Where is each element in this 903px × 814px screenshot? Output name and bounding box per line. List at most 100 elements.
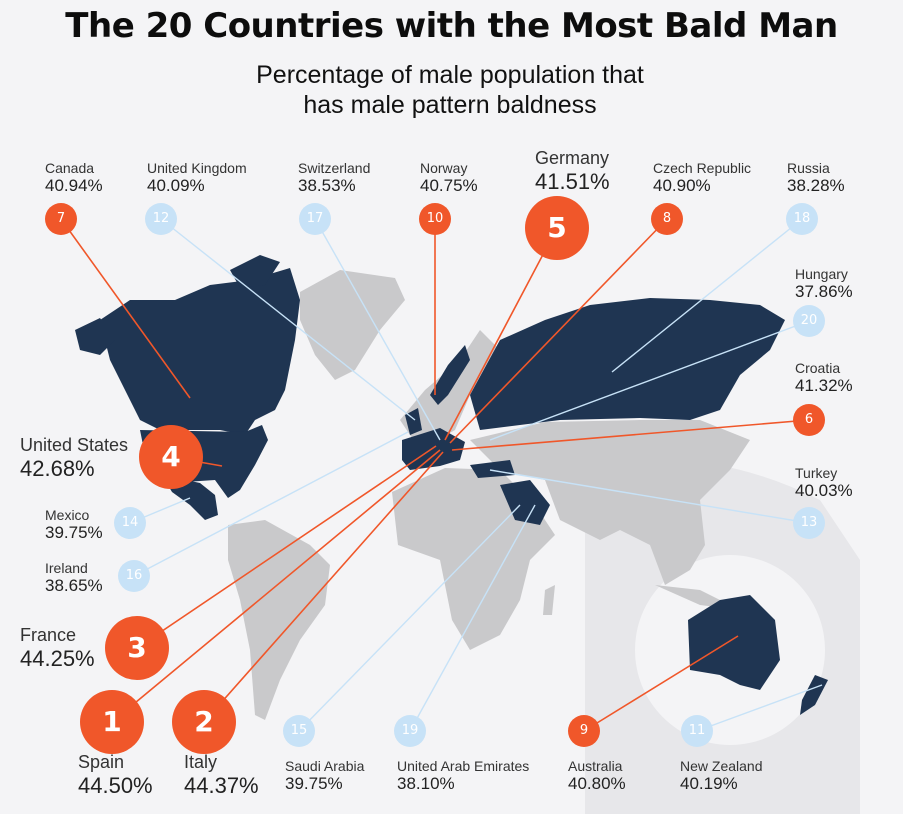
country-percentage: 42.68% bbox=[20, 455, 95, 481]
country-percentage: 40.09% bbox=[147, 176, 205, 196]
rank-badge-canada: 7 bbox=[45, 203, 77, 235]
country-percentage: 40.94% bbox=[45, 176, 103, 196]
country-percentage: 39.75% bbox=[45, 523, 103, 543]
leader-line-canada bbox=[60, 218, 191, 399]
country-label-canada: Canada 40.94% bbox=[45, 160, 103, 196]
leader-line-hungary bbox=[489, 320, 810, 441]
rank-badge-germany: 5 bbox=[525, 196, 589, 260]
country-name: Saudi Arabia bbox=[285, 758, 365, 774]
madagascar-shape bbox=[543, 585, 555, 615]
rank-badge-czech-republic: 8 bbox=[651, 203, 683, 235]
turkey-shape bbox=[470, 460, 515, 478]
rank-badge-spain: 1 bbox=[80, 690, 144, 754]
country-percentage: 41.51% bbox=[535, 168, 610, 194]
chart-subtitle: Percentage of male population that has m… bbox=[200, 60, 700, 120]
country-label-switzerland: Switzerland 38.53% bbox=[298, 160, 370, 196]
country-percentage: 38.53% bbox=[298, 176, 356, 196]
rank-badge-croatia: 6 bbox=[793, 404, 825, 436]
country-label-russia: Russia 38.28% bbox=[787, 160, 845, 196]
country-label-ireland: Ireland 38.65% bbox=[45, 560, 103, 596]
country-percentage: 44.37% bbox=[184, 772, 259, 798]
country-name: Switzerland bbox=[298, 160, 371, 176]
country-percentage: 40.19% bbox=[680, 774, 738, 794]
saudi-shape bbox=[500, 480, 550, 525]
country-percentage: 38.10% bbox=[397, 774, 455, 794]
country-percentage: 40.90% bbox=[653, 176, 711, 196]
rank-badge-saudi-arabia: 15 bbox=[283, 715, 315, 747]
rank-badge-united-kingdom: 12 bbox=[145, 203, 177, 235]
country-name: United States bbox=[20, 435, 129, 455]
norway-shape bbox=[430, 345, 470, 405]
country-name: Australia bbox=[568, 758, 623, 774]
country-percentage: 40.75% bbox=[420, 176, 478, 196]
south-america-shape bbox=[228, 520, 330, 720]
country-label-hungary: Hungary 37.86% bbox=[795, 266, 853, 302]
rank-badge-new-zealand: 11 bbox=[681, 715, 713, 747]
country-name: Hungary bbox=[795, 266, 848, 282]
subtitle-line-2: has male pattern baldness bbox=[303, 91, 597, 119]
australia-shape bbox=[688, 595, 780, 690]
rank-badge-switzerland: 17 bbox=[299, 203, 331, 235]
rank-badge-united-arab-emirates: 19 bbox=[394, 715, 426, 747]
canada-shape bbox=[100, 268, 300, 435]
leader-line-czech-republic bbox=[449, 218, 668, 444]
country-label-united-states: United States 42.68% bbox=[20, 435, 128, 481]
country-percentage: 40.03% bbox=[795, 481, 853, 501]
country-name: Croatia bbox=[795, 360, 841, 376]
country-label-croatia: Croatia 41.32% bbox=[795, 360, 853, 396]
country-percentage: 38.28% bbox=[787, 176, 845, 196]
country-label-czech-republic: Czech Republic 40.90% bbox=[653, 160, 751, 196]
country-percentage: 40.80% bbox=[568, 774, 626, 794]
rank-badge-italy: 2 bbox=[172, 690, 236, 754]
rank-badge-australia: 9 bbox=[568, 715, 600, 747]
west-europe-shape bbox=[402, 428, 465, 470]
leader-line-italy bbox=[203, 451, 444, 723]
country-label-saudi-arabia: Saudi Arabia 39.75% bbox=[285, 758, 364, 794]
leader-line-croatia bbox=[451, 419, 810, 451]
canada-islands-shape bbox=[230, 255, 280, 288]
country-name: Canada bbox=[45, 160, 95, 176]
leader-line-france bbox=[136, 445, 437, 649]
country-name: Spain bbox=[78, 752, 125, 772]
country-percentage: 38.65% bbox=[45, 576, 103, 596]
leader-line-russia bbox=[611, 218, 803, 373]
country-label-spain: Spain 44.50% bbox=[78, 752, 153, 798]
country-name: New Zealand bbox=[680, 758, 763, 774]
country-label-new-zealand: New Zealand 40.19% bbox=[680, 758, 763, 794]
leader-line-turkey bbox=[489, 469, 810, 524]
country-label-italy: Italy 44.37% bbox=[184, 752, 259, 798]
greenland-shape bbox=[300, 270, 405, 380]
country-name: France bbox=[20, 625, 77, 645]
country-name: Turkey bbox=[795, 465, 838, 481]
country-label-france: France 44.25% bbox=[20, 625, 95, 671]
asia-shape bbox=[470, 420, 750, 585]
leader-line-saudi-arabia bbox=[298, 504, 521, 732]
leader-lines bbox=[60, 218, 823, 732]
country-name: Germany bbox=[535, 148, 610, 168]
leader-line-spain bbox=[111, 449, 441, 723]
subtitle-line-1: Percentage of male population that bbox=[256, 61, 644, 89]
country-name: United Arab Emirates bbox=[397, 758, 530, 774]
country-label-united-kingdom: United Kingdom 40.09% bbox=[147, 160, 247, 196]
country-label-norway: Norway 40.75% bbox=[420, 160, 478, 196]
highlighted-land bbox=[75, 255, 828, 715]
leader-line-united-arab-emirates bbox=[409, 504, 536, 732]
country-label-australia: Australia 40.80% bbox=[568, 758, 626, 794]
country-name: Norway bbox=[420, 160, 468, 176]
leader-line-australia bbox=[583, 635, 739, 732]
country-name: Mexico bbox=[45, 507, 90, 523]
rank-badge-hungary: 20 bbox=[793, 305, 825, 337]
rank-badge-turkey: 13 bbox=[793, 507, 825, 539]
rank-badge-france: 3 bbox=[105, 616, 169, 680]
alaska-shape bbox=[75, 318, 115, 355]
leader-line-new-zealand bbox=[696, 684, 823, 732]
country-percentage: 44.50% bbox=[78, 772, 153, 798]
country-name: Czech Republic bbox=[653, 160, 752, 176]
country-label-united-arab-emirates: United Arab Emirates 38.10% bbox=[397, 758, 529, 794]
rank-badge-russia: 18 bbox=[786, 203, 818, 235]
country-label-germany: Germany 41.51% bbox=[535, 148, 610, 194]
leader-line-united-kingdom bbox=[160, 218, 416, 421]
rank-badge-mexico: 14 bbox=[114, 507, 146, 539]
leader-line-switzerland bbox=[314, 218, 441, 441]
